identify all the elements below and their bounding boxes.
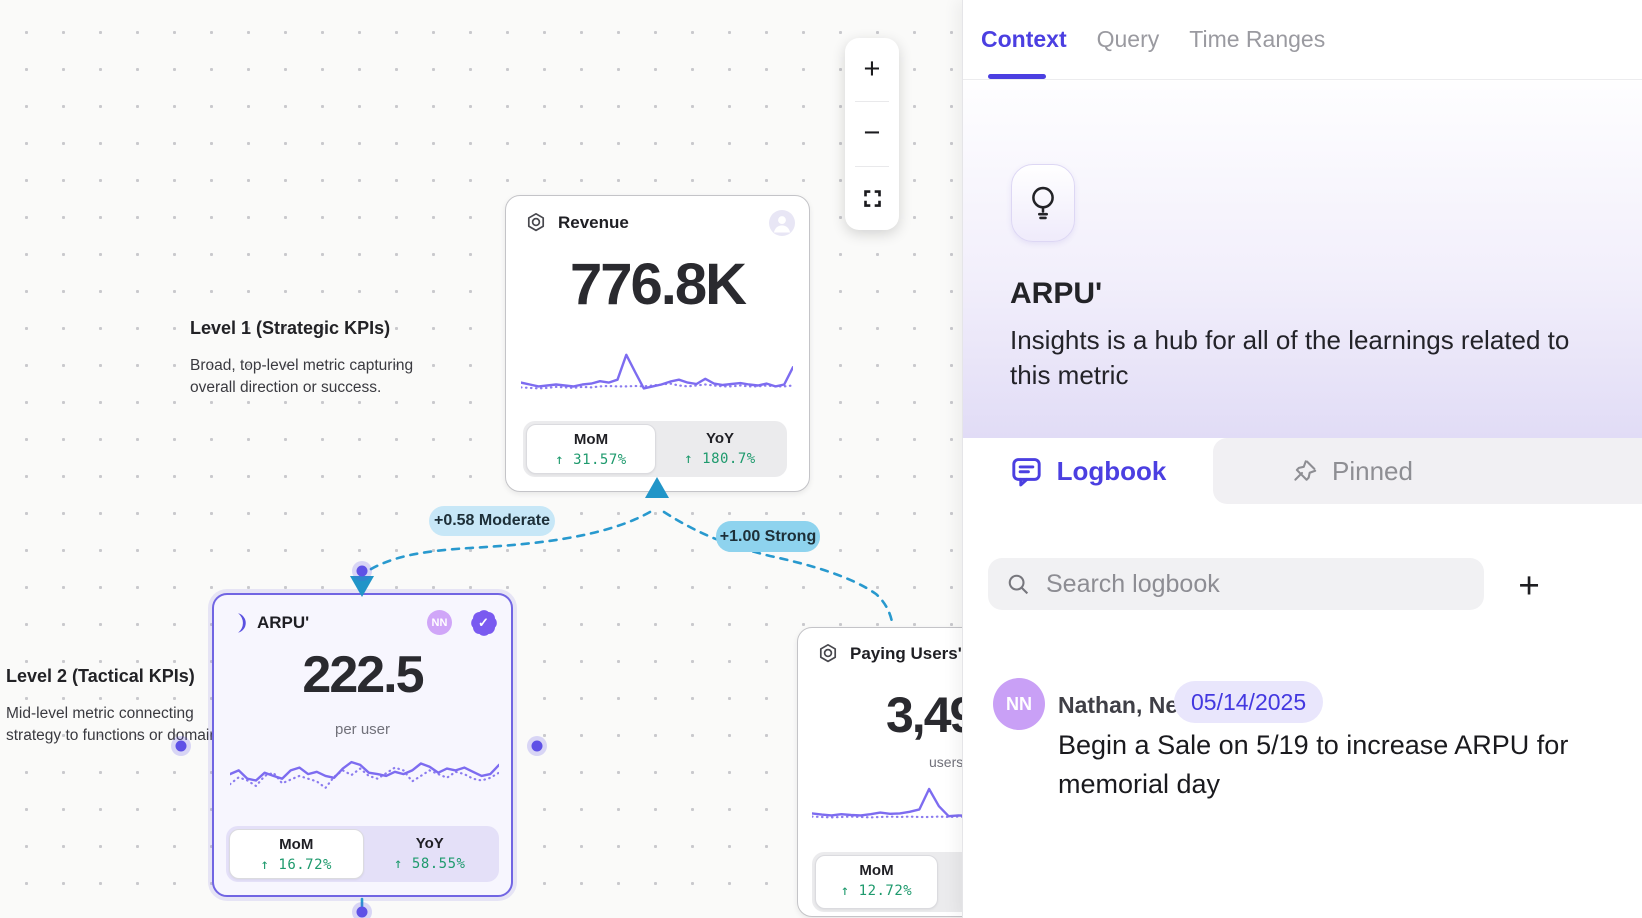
correlation-label-strong: +1.00 Strong (716, 521, 820, 552)
sparkline-chart (230, 747, 499, 801)
metric-unit: users (929, 754, 962, 770)
active-tab-indicator (988, 74, 1046, 79)
detail-panel: Context Query Time Ranges ARPU' Insights… (962, 0, 1642, 918)
card-title: ARPU' (257, 612, 310, 632)
logbook-search[interactable] (988, 558, 1484, 610)
level-1-desc-line1: Broad, top-level metric capturing (190, 357, 414, 374)
yoy-toggle[interactable]: YoY ↑ 58.55% (394, 835, 466, 872)
card-title: Paying Users' (850, 644, 962, 663)
hexagon-metric-icon (527, 212, 545, 232)
card-title: Revenue (558, 213, 629, 232)
panel-tab-bar: Context Query Time Ranges (963, 0, 1642, 80)
level-1-desc-line2: overall direction or success. (190, 379, 382, 396)
hexagon-metric-icon (819, 643, 837, 663)
metric-unit: per user (334, 721, 391, 738)
add-logbook-entry-button[interactable]: + (1507, 564, 1551, 608)
tab-logbook[interactable]: Logbook (963, 438, 1213, 504)
entry-text: Begin a Sale on 5/19 to increase ARPU fo… (1058, 730, 1569, 799)
owner-avatar-icon (769, 210, 795, 236)
entry-author-avatar: NN (993, 678, 1045, 730)
mom-toggle[interactable]: MoM ↑ 12.72% (815, 855, 938, 909)
metric-card-revenue[interactable]: Revenue 776.8K MoM ↑ 31.57% YoY (505, 195, 810, 492)
search-icon (1008, 574, 1029, 594)
level-2-desc-line2: strategy to functions or domains. (6, 727, 231, 744)
sparkline-chart (521, 344, 793, 400)
insights-button[interactable] (1011, 164, 1075, 242)
metric-card-arpu[interactable]: ARPU' NN ✓ 222.5 per user MoM ↑ 16.72% Y… (212, 593, 513, 897)
logbook-icon (1011, 457, 1041, 486)
pin-icon (1294, 459, 1317, 481)
logbook-pinned-tabs: Logbook Pinned (963, 438, 1642, 504)
canvas-zoom-controls: + − (845, 38, 899, 230)
level-2-title: Level 2 (Tactical KPIs) (6, 666, 195, 686)
connector-handle[interactable] (356, 906, 368, 918)
divider (855, 165, 889, 167)
metric-card-paying-users[interactable]: Paying Users' 3,49 users MoM ↑ 12.72% (797, 627, 962, 917)
search-input[interactable] (1046, 569, 1426, 599)
yoy-toggle[interactable] (938, 855, 962, 909)
divider (855, 101, 889, 103)
level-1-annotation: Level 1 (Strategic KPIs) Broad, top-leve… (190, 318, 413, 399)
metric-value: 3,49 (886, 687, 962, 743)
tab-context[interactable]: Context (981, 26, 1067, 52)
tab-time-ranges[interactable]: Time Ranges (1189, 26, 1326, 52)
kpi-toggle-group: MoM ↑ 16.72% YoY ↑ 58.55% (226, 826, 499, 882)
level-2-desc-line1: Mid-level metric connecting (6, 705, 194, 722)
kpi-toggle-group: MoM ↑ 12.72% (812, 852, 962, 912)
metric-description: Insights is a hub for all of the learnin… (1010, 325, 1570, 390)
metric-name: ARPU' (1010, 277, 1103, 310)
metric-tree-canvas[interactable]: Level 1 (Strategic KPIs) Broad, top-leve… (0, 0, 962, 918)
verified-badge-icon: ✓ (470, 609, 497, 636)
correlation-label-moderate: +0.58 Moderate (429, 506, 555, 536)
tab-pinned[interactable]: Pinned (1213, 438, 1642, 504)
metric-value: 776.8K (569, 252, 747, 317)
metric-value: 222.5 (302, 646, 424, 704)
fullscreen-icon (863, 190, 881, 207)
zoom-out-button[interactable]: − (845, 102, 899, 165)
connector-handle[interactable] (531, 740, 543, 752)
kpi-toggle-group: MoM ↑ 31.57% YoY ↑ 180.7% (523, 421, 787, 477)
level-1-title: Level 1 (Strategic KPIs) (190, 318, 391, 338)
fit-view-button[interactable] (845, 167, 899, 230)
connector-handle[interactable] (356, 565, 368, 577)
entry-date-badge: 05/14/2025 (1174, 681, 1324, 723)
crescent-metric-icon (238, 612, 246, 633)
lightbulb-icon (1032, 186, 1054, 220)
metric-context-header: ARPU' Insights is a hub for all of the l… (963, 81, 1642, 438)
yoy-toggle[interactable]: YoY ↑ 180.7% (684, 430, 756, 467)
tab-query[interactable]: Query (1096, 26, 1160, 52)
zoom-in-button[interactable]: + (845, 38, 899, 101)
mom-toggle[interactable]: MoM ↑ 31.57% (526, 424, 656, 474)
level-2-annotation: Level 2 (Tactical KPIs) Mid-level metric… (6, 666, 230, 747)
sparkline-chart (812, 778, 962, 826)
mom-toggle[interactable]: MoM ↑ 16.72% (229, 829, 364, 879)
collaborator-badge: NN (427, 610, 452, 635)
